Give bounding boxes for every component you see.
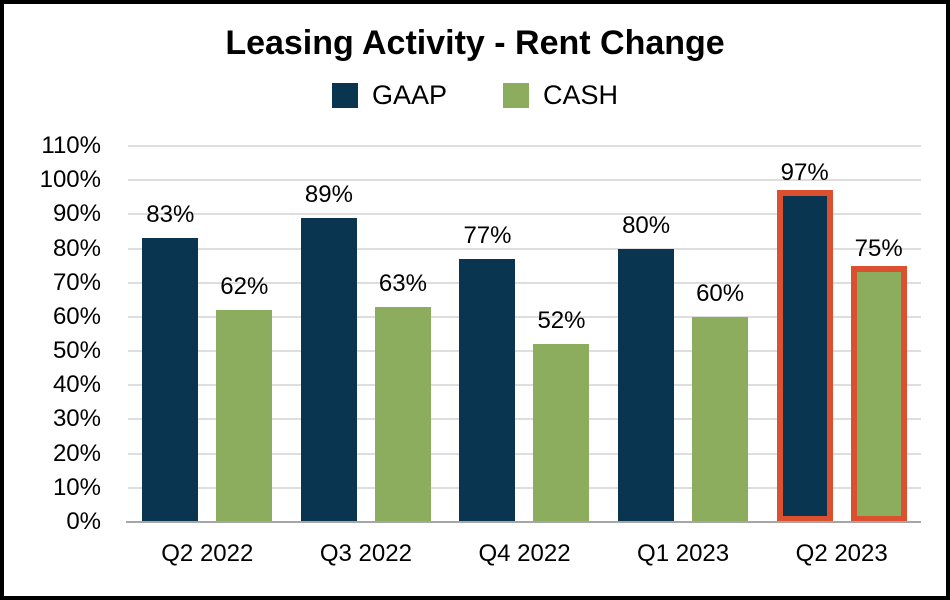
- legend-label-cash: CASH: [543, 80, 619, 110]
- data-label-cash-q4-2022: 52%: [537, 307, 586, 335]
- data-label-gaap-q3-2022: 89%: [304, 180, 353, 208]
- bar-gaap-q4-2022: 77%: [459, 222, 516, 522]
- y-tick-label-60: 60%: [52, 302, 101, 330]
- plot-area: 83% 62% 89% 63% 77% 52% 80% 60% 97% 75%: [126, 145, 921, 523]
- y-tick-label-10: 10%: [52, 473, 101, 501]
- gridline-110: [128, 145, 921, 147]
- y-axis-tick-labels: 0% 10% 20% 30% 40% 50% 60% 70% 80% 90% 100% 110%: [4, 133, 101, 535]
- y-tick-label-30: 30%: [52, 405, 101, 433]
- y-tick-label-70: 70%: [52, 268, 101, 296]
- bar-gaap-q2-2023: 97%: [776, 159, 833, 522]
- bar-gaap-q1-2023: 80%: [618, 212, 675, 522]
- x-tick-label-q2-2023: Q2 2023: [795, 540, 888, 567]
- y-tick-label-90: 90%: [52, 200, 101, 228]
- legend: GAAP CASH: [4, 80, 946, 111]
- x-tick-label-q1-2023: Q1 2023: [637, 540, 730, 567]
- y-tick-label-20: 20%: [52, 439, 101, 467]
- x-axis-category-labels: Q2 2022 Q3 2022 Q4 2022 Q1 2023 Q2 2023: [128, 540, 921, 574]
- gridline-30: [128, 418, 921, 421]
- bar-group-q1-2023: 80% 60%: [604, 146, 763, 522]
- data-label-gaap-q4-2022: 77%: [463, 221, 512, 249]
- x-tick-label-q4-2022: Q4 2022: [478, 540, 571, 567]
- bar-group-q3-2022: 89% 63%: [287, 146, 446, 522]
- legend-swatch-cash: [503, 83, 529, 108]
- gridline-10: [128, 486, 921, 489]
- data-label-cash-q3-2022: 63%: [378, 269, 427, 297]
- gridline-80: [128, 247, 921, 250]
- legend-swatch-gaap: [331, 83, 358, 108]
- gridline-100: [128, 179, 921, 182]
- data-label-cash-q1-2023: 60%: [696, 279, 745, 307]
- x-tick-label-q2-2022: Q2 2022: [161, 540, 254, 567]
- data-label-cash-q2-2023: 75%: [854, 234, 903, 262]
- x-tick-label-q3-2022: Q3 2022: [319, 540, 412, 567]
- bar-cash-q2-2023: 75%: [850, 235, 907, 522]
- gridline-20: [128, 452, 921, 455]
- bar-cash-q4-2022: 52%: [533, 307, 590, 522]
- data-label-gaap-q1-2023: 80%: [622, 211, 671, 239]
- bar-cash-q2-2022: 62%: [216, 273, 273, 522]
- x-axis-line: [126, 521, 921, 523]
- gridline-90: [128, 213, 921, 216]
- bar-group-q2-2022: 83% 62%: [128, 146, 287, 522]
- gridline-40: [128, 384, 921, 387]
- legend-label-gaap: GAAP: [371, 80, 447, 110]
- bar-group-q2-2023: 97% 75%: [762, 146, 921, 522]
- gridline-70: [128, 281, 921, 284]
- bar-gaap-q3-2022: 89%: [300, 181, 357, 522]
- y-tick-label-50: 50%: [52, 337, 101, 365]
- y-tick-label-0: 0%: [66, 508, 101, 535]
- gridline-60: [128, 315, 921, 318]
- y-tick-label-40: 40%: [52, 371, 101, 399]
- bar-gaap-q2-2022: 83%: [142, 201, 199, 522]
- y-tick-label-100: 100%: [39, 166, 101, 194]
- data-label-cash-q2-2022: 62%: [220, 273, 269, 301]
- data-label-gaap-q2-2023: 97%: [780, 159, 829, 187]
- legend-item-cash: CASH: [503, 80, 618, 111]
- data-label-gaap-q2-2022: 83%: [146, 201, 195, 229]
- y-tick-label-110: 110%: [41, 132, 101, 159]
- bar-cash-q3-2022: 63%: [374, 270, 431, 522]
- legend-item-gaap: GAAP: [331, 80, 447, 111]
- chart-title: Leasing Activity - Rent Change: [225, 24, 725, 62]
- bar-cash-q1-2023: 60%: [692, 280, 749, 522]
- y-tick-label-80: 80%: [52, 234, 101, 262]
- gridline-50: [128, 350, 921, 353]
- bar-group-q4-2022: 77% 52%: [445, 146, 604, 522]
